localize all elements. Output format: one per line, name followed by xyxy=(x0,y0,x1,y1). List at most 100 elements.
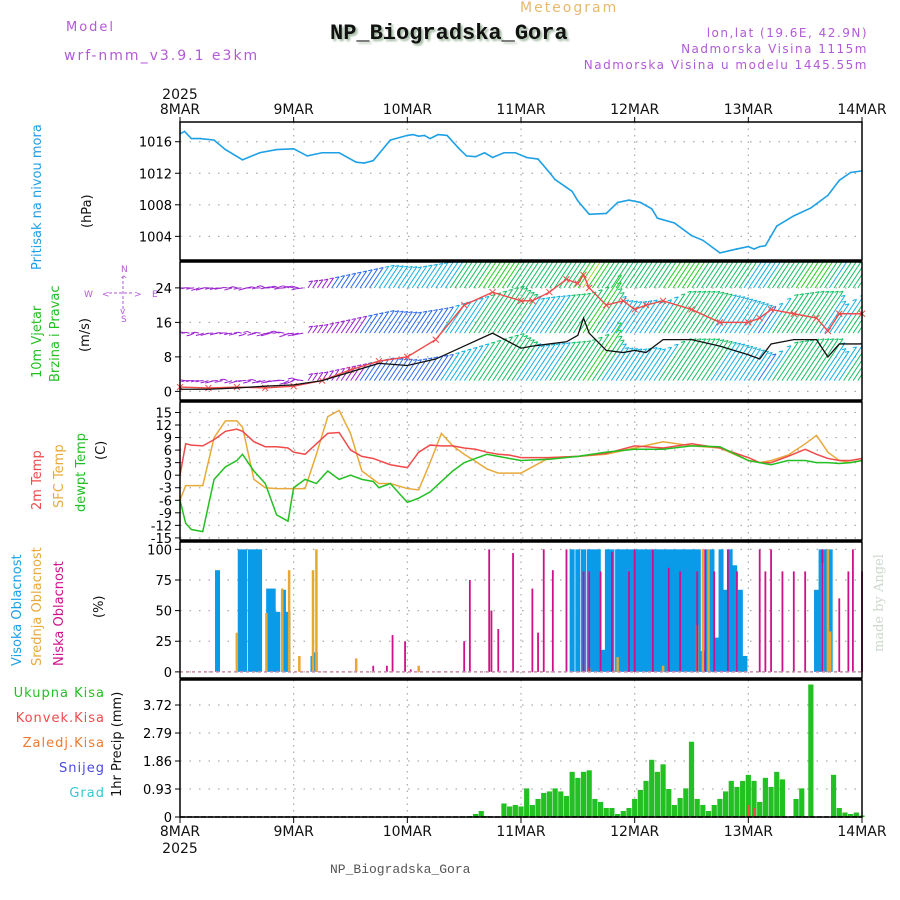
high-cloud-bar xyxy=(575,549,580,672)
total-precip-bar xyxy=(535,799,540,817)
wind-arrow xyxy=(317,325,322,333)
pressure-point xyxy=(321,152,323,154)
wind-arrow-head xyxy=(620,247,624,248)
total-precip-bar xyxy=(575,778,580,817)
total-precip-bar xyxy=(712,805,717,817)
wind-arrow-head xyxy=(561,250,565,251)
mid-cloud-bar xyxy=(355,658,358,671)
year-label-bottom: 2025 xyxy=(162,841,198,857)
wind-arrow xyxy=(460,346,483,381)
wind-arrow-head xyxy=(622,251,626,252)
wind-arrow xyxy=(716,296,741,333)
low-cloud-bar xyxy=(583,571,585,671)
low-cloud-bar xyxy=(821,549,823,672)
total-precip-bar xyxy=(507,806,512,817)
wind-arrow-head xyxy=(270,286,274,287)
mid-cloud-bar xyxy=(616,657,619,672)
high-cloud-bar xyxy=(605,549,610,672)
total-precip-bar xyxy=(587,770,592,817)
pressure-point xyxy=(759,246,761,248)
pressure-point xyxy=(577,200,579,202)
low-cloud-bar xyxy=(392,635,394,672)
wind-arrow xyxy=(205,381,209,382)
low-cloud-bar xyxy=(600,571,602,671)
wind-arrow-head xyxy=(618,243,622,244)
wind-arrow-head xyxy=(749,254,753,255)
wind-arrow xyxy=(720,297,744,334)
wind-arrow-head xyxy=(648,255,652,256)
wind-arrow-head xyxy=(653,255,657,256)
total-precip-bar xyxy=(683,788,688,817)
wind-arrow xyxy=(649,347,671,380)
convective-precip-bar xyxy=(753,808,755,817)
high-cloud-bar xyxy=(655,549,660,672)
pressure-point xyxy=(363,162,365,164)
total-precip-bar xyxy=(757,802,762,817)
x-tick-label-bottom: 14MAR xyxy=(837,824,886,840)
high-cloud-bar xyxy=(814,590,819,672)
x-tick-label-bottom: 10MAR xyxy=(383,824,432,840)
high-cloud-bar xyxy=(687,549,692,672)
wind-arrow xyxy=(754,260,773,288)
wind-arrow xyxy=(545,343,570,381)
wind-arrow-head xyxy=(224,334,228,335)
wind-arrow xyxy=(488,288,518,333)
wind-arrow-head xyxy=(473,255,477,256)
total-precip-bar xyxy=(706,811,711,817)
wind-arrow-head xyxy=(587,248,591,249)
low-cloud-bar xyxy=(782,571,784,671)
wind-arrow-head xyxy=(181,381,185,382)
low-cloud-bar xyxy=(679,571,681,671)
wind-arrow xyxy=(720,251,744,288)
high-cloud-bar xyxy=(691,549,696,672)
high-cloud-bar xyxy=(271,589,276,672)
pressure-point xyxy=(458,147,460,149)
wind-arrow xyxy=(186,332,190,333)
wind-arrow xyxy=(735,300,757,333)
wind-arrow-head xyxy=(224,382,228,383)
wind-arrow-head xyxy=(479,253,483,254)
wind-arrow-head xyxy=(674,252,678,253)
pressure-point xyxy=(753,248,755,250)
total-precip-bar xyxy=(518,806,523,817)
pressure-point xyxy=(259,152,261,154)
wind-arrow xyxy=(488,335,518,380)
wind-arrow-head xyxy=(234,332,238,333)
wind-arrow-head xyxy=(239,289,243,290)
wind-arrow xyxy=(583,230,622,288)
y-tick-label: 3.72 xyxy=(143,699,172,714)
wind-arrow-head xyxy=(279,286,283,287)
low-cloud-bar xyxy=(463,641,465,672)
wind-arrow-head xyxy=(617,237,621,238)
total-precip-bar xyxy=(740,781,745,817)
y-tick-label: 1012 xyxy=(139,167,172,182)
wind-arrow-head xyxy=(503,246,507,247)
total-precip-bar xyxy=(666,789,671,817)
wind-arrow-head xyxy=(566,250,570,251)
wind-arrow xyxy=(758,261,776,288)
wind-arrow-head xyxy=(210,381,214,382)
convective-precip-bar xyxy=(747,805,749,817)
total-precip-bar xyxy=(592,799,597,817)
low-cloud-bar xyxy=(531,589,533,672)
wind-arrow-head xyxy=(668,254,672,255)
high-cloud-bar xyxy=(738,590,743,672)
wind-arrow xyxy=(820,250,845,288)
wind-arrow xyxy=(820,343,845,381)
wind-arrow xyxy=(483,244,512,288)
wind-arrow xyxy=(493,241,524,288)
low-cloud-bar xyxy=(764,571,766,671)
wind-arrow-head xyxy=(243,288,247,289)
pressure-point xyxy=(293,148,295,150)
wind-arrow-head xyxy=(870,342,874,343)
high-cloud-bar xyxy=(637,549,642,672)
pressure-point xyxy=(191,138,193,140)
mid-cloud-bar xyxy=(417,666,420,672)
low-cloud-bar xyxy=(543,549,545,672)
y-tick-label: 2.79 xyxy=(143,727,172,742)
wind-arrow-head xyxy=(280,383,284,384)
wind-arrow xyxy=(426,309,442,333)
wind-arrow xyxy=(464,251,489,288)
pressure-point xyxy=(605,213,607,215)
wind-arrow xyxy=(535,251,560,288)
